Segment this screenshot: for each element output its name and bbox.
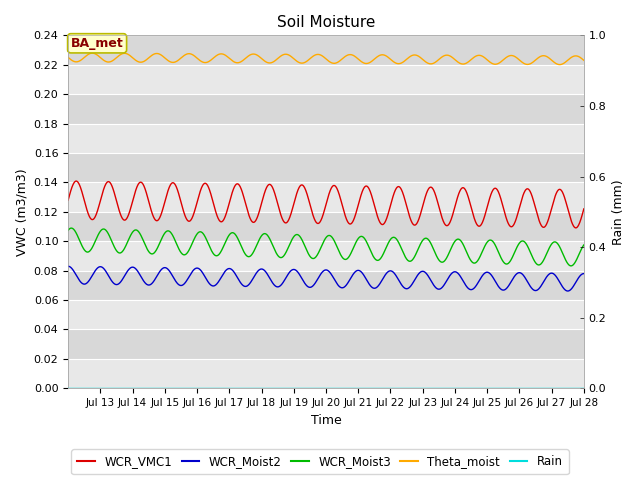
Bar <box>68 212 584 241</box>
Bar <box>68 271 584 300</box>
Bar <box>68 182 584 212</box>
Bar <box>68 94 584 123</box>
Bar <box>68 65 584 94</box>
Y-axis label: Rain (mm): Rain (mm) <box>612 179 625 245</box>
Bar <box>68 359 584 388</box>
Bar <box>68 153 584 182</box>
Bar <box>68 241 584 271</box>
X-axis label: Time: Time <box>310 414 341 427</box>
Title: Soil Moisture: Soil Moisture <box>277 15 375 30</box>
Y-axis label: VWC (m3/m3): VWC (m3/m3) <box>15 168 28 256</box>
Bar <box>68 123 584 153</box>
Bar <box>68 36 584 65</box>
Bar <box>68 329 584 359</box>
Legend: WCR_VMC1, WCR_Moist2, WCR_Moist3, Theta_moist, Rain: WCR_VMC1, WCR_Moist2, WCR_Moist3, Theta_… <box>71 449 569 474</box>
Text: BA_met: BA_met <box>71 37 124 50</box>
Bar <box>68 300 584 329</box>
